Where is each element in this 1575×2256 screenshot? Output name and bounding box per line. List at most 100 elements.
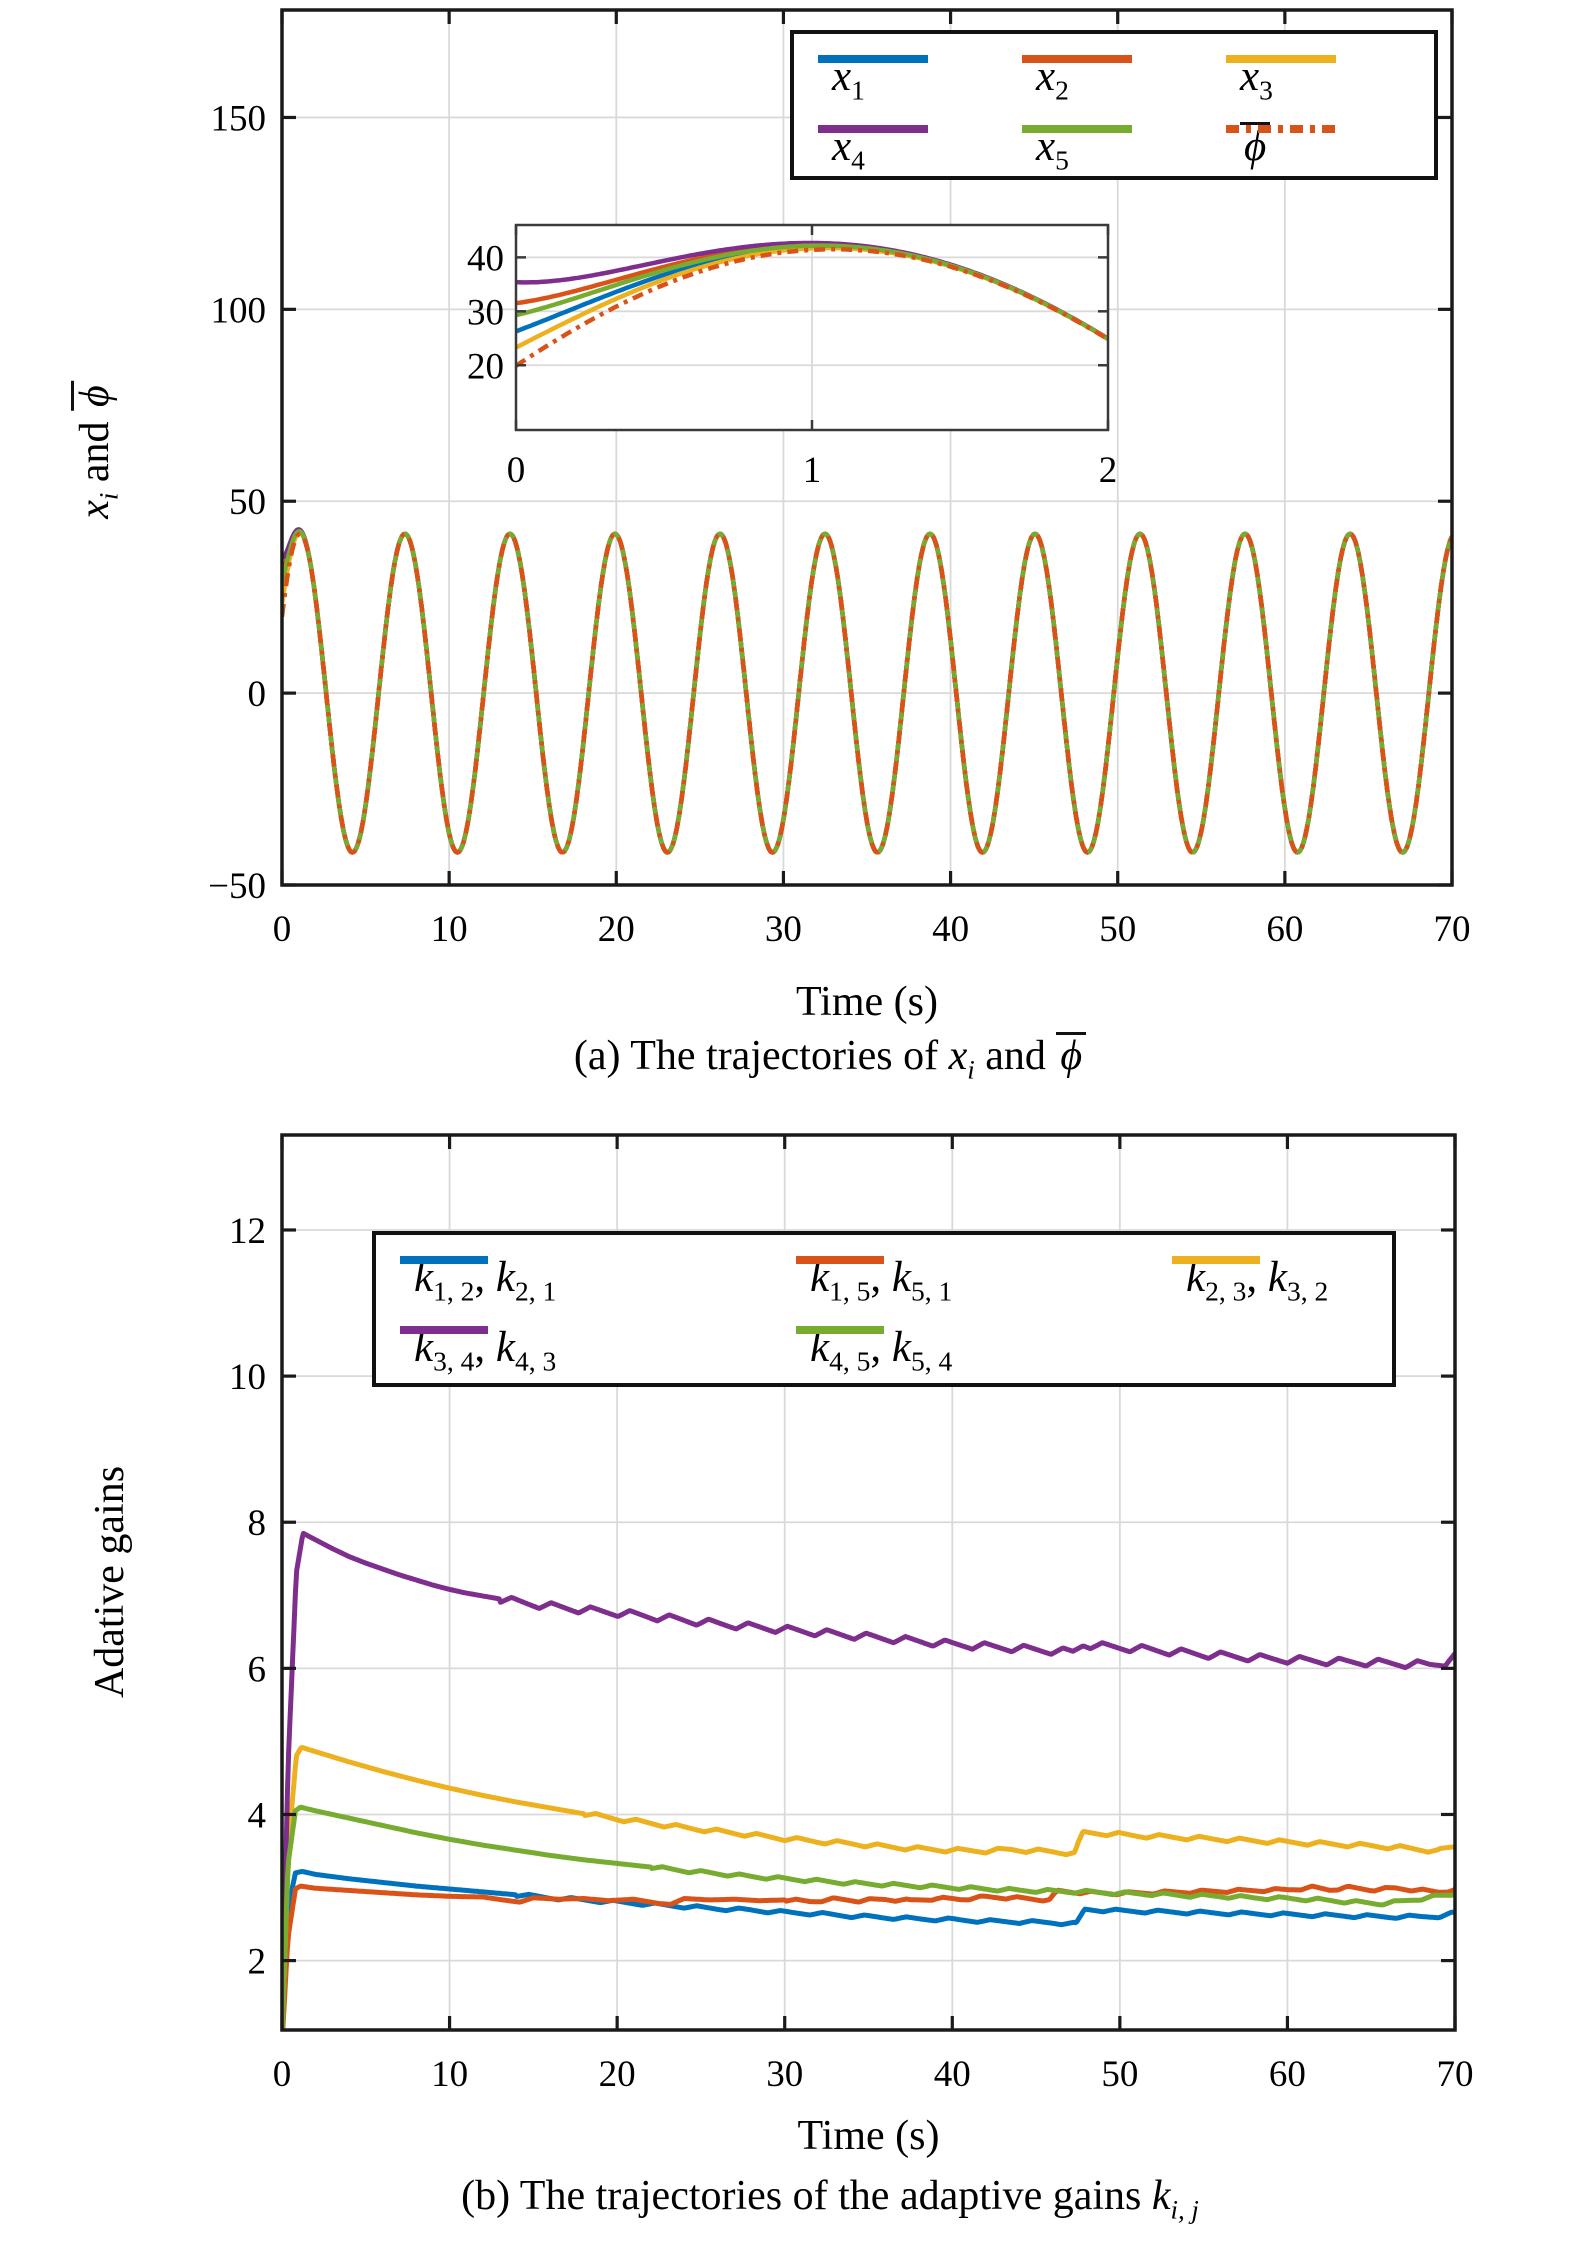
legend-entry: x1 [818, 52, 928, 104]
legend-var: k [414, 1324, 434, 1371]
legend-var: x [832, 53, 852, 100]
legend-entry: x4 [818, 122, 928, 174]
legend-entry: x3 [1226, 52, 1336, 104]
inset-x-tick-label: 1 [803, 450, 822, 491]
legend-entry-label: k2, 3, k3, 2 [1186, 1254, 1329, 1307]
inset-series-x5-line [516, 243, 1108, 341]
legend-entry-label: k3, 4, k4, 3 [414, 1324, 557, 1377]
x-tick-label: 20 [599, 2054, 636, 2095]
legend-var-sub: 4 [851, 144, 865, 176]
legend-entry-label: k1, 2, k2, 1 [414, 1254, 557, 1307]
legend-var: k [891, 1254, 911, 1301]
legend-entry-label: x4 [832, 122, 865, 174]
legend-entry-label: x5 [1036, 122, 1069, 174]
y-axis-label-b: Adative gains [87, 1465, 133, 1699]
x-axis-label-b: Time (s) [797, 2113, 940, 2159]
legend-entry: x5 [1022, 122, 1132, 174]
caption-a-text: (a) The trajectories of [573, 1033, 949, 1079]
axis-box [280, 8, 1454, 887]
legend-var: x [1036, 123, 1056, 170]
legend-entry-label: x3 [1240, 52, 1273, 104]
inset-x-tick-label: 2 [1099, 450, 1118, 491]
caption-a: (a) The trajectories of xi and ϕ [0, 1032, 1575, 1083]
y-tick-label: 150 [211, 98, 267, 139]
legend-var: x [1036, 53, 1056, 100]
y-tick-label: 50 [229, 482, 266, 523]
legend-var-sub: 1, 5 [829, 1275, 871, 1307]
inset-x-tick-label: 0 [507, 450, 526, 491]
legend-var: k [495, 1324, 515, 1371]
legend-entry-label: ϕ [1240, 122, 1271, 171]
legend-var: k [891, 1324, 911, 1371]
legend-line-swatch [400, 1326, 488, 1334]
legend-var: k [1186, 1254, 1206, 1301]
caption-a-var: x [948, 1033, 968, 1079]
ylabel-a-mid: and [72, 410, 118, 493]
x-tick-label: 50 [1101, 2054, 1138, 2095]
legend-entry-label: k4, 5, k5, 4 [810, 1324, 953, 1377]
inset-y-tick-label: 20 [467, 346, 504, 387]
legend-b: k1, 2, k2, 1 k1, 5, k5, 1 k2, 3, k3, 2 k3, … [372, 1231, 1396, 1387]
legend-var: k [414, 1254, 434, 1301]
x-tick-label: 30 [765, 909, 802, 950]
series-k12_k21-line [282, 1869, 1455, 2030]
legend-entry: k2, 3, k3, 2 [1172, 1253, 1329, 1307]
series-x2-line [282, 528, 1452, 855]
legend-line-swatch [818, 55, 928, 63]
series-k34_k43-line [282, 1530, 1455, 2030]
x-tick-label: 70 [1434, 909, 1471, 950]
legend-line-swatch [1226, 55, 1336, 63]
x-tick-label: 40 [932, 909, 969, 950]
legend-var-sub: 5, 4 [910, 1345, 953, 1377]
legend-line-swatch [400, 1256, 488, 1264]
legend-var-sub: 3, 2 [1286, 1275, 1329, 1307]
caption-b-text: (b) The trajectories of the adaptive gai… [461, 2173, 1152, 2219]
legend-line-swatch [1022, 55, 1132, 63]
x-tick-label: 50 [1099, 909, 1136, 950]
caption-b: (b) The trajectories of the adaptive gai… [0, 2172, 1575, 2223]
legend-var-sub: 2, 1 [514, 1275, 557, 1307]
caption-b-sub: i, j [1170, 2194, 1199, 2225]
series-x5-line [282, 529, 1452, 855]
legend-var: x [832, 123, 852, 170]
y-tick-label: 8 [248, 1503, 267, 1544]
x-tick-label: 10 [431, 909, 468, 950]
legend-var: x [1240, 53, 1260, 100]
legend-entry: x2 [1022, 52, 1132, 104]
x-tick-label: 60 [1269, 2054, 1306, 2095]
legend-var-sub: 5 [1055, 144, 1069, 176]
legend-entry: k1, 2, k2, 1 [400, 1253, 557, 1307]
legend-var: k [1267, 1254, 1287, 1301]
phi-overbar: ϕ [1056, 1032, 1087, 1079]
ylabel-a-var: x [72, 500, 118, 519]
x-tick-label: 20 [598, 909, 635, 950]
series-k45_k54-line [282, 1804, 1455, 2030]
y-axis-label-a: xi and ϕ [71, 381, 123, 519]
x-axis-label-a: Time (s) [796, 979, 938, 1025]
x-tick-label: 0 [273, 909, 292, 950]
legend-line-swatch [1022, 125, 1132, 133]
series-k23_k32-line [282, 1745, 1455, 2030]
x-tick-label: 70 [1437, 2054, 1474, 2095]
legend-var-sub: 1 [851, 74, 865, 106]
y-tick-label: 10 [229, 1357, 266, 1398]
y-tick-label: 2 [248, 1942, 267, 1983]
legend-entry-label: x2 [1036, 52, 1069, 104]
inset-y-tick-label: 30 [467, 292, 504, 333]
legend-line-swatch [1226, 125, 1336, 133]
x-tick-label: 0 [273, 2054, 292, 2095]
inset-series-phibar-line [516, 247, 1108, 368]
legend-entry: k4, 5, k5, 4 [796, 1323, 953, 1377]
caption-a-mid: and [974, 1033, 1057, 1079]
legend-line-swatch [796, 1256, 884, 1264]
y-tick-label: 0 [248, 674, 267, 715]
series-x4-line [282, 527, 1452, 855]
axis-box [280, 1133, 1457, 2032]
x-tick-label: 30 [766, 2054, 803, 2095]
caption-a-phi: ϕ [1060, 1033, 1083, 1079]
phi-overbar: ϕ [1240, 122, 1271, 168]
legend-line-swatch [818, 125, 928, 133]
legend-line-swatch [796, 1326, 884, 1334]
inset-y-tick-label: 40 [467, 238, 504, 279]
